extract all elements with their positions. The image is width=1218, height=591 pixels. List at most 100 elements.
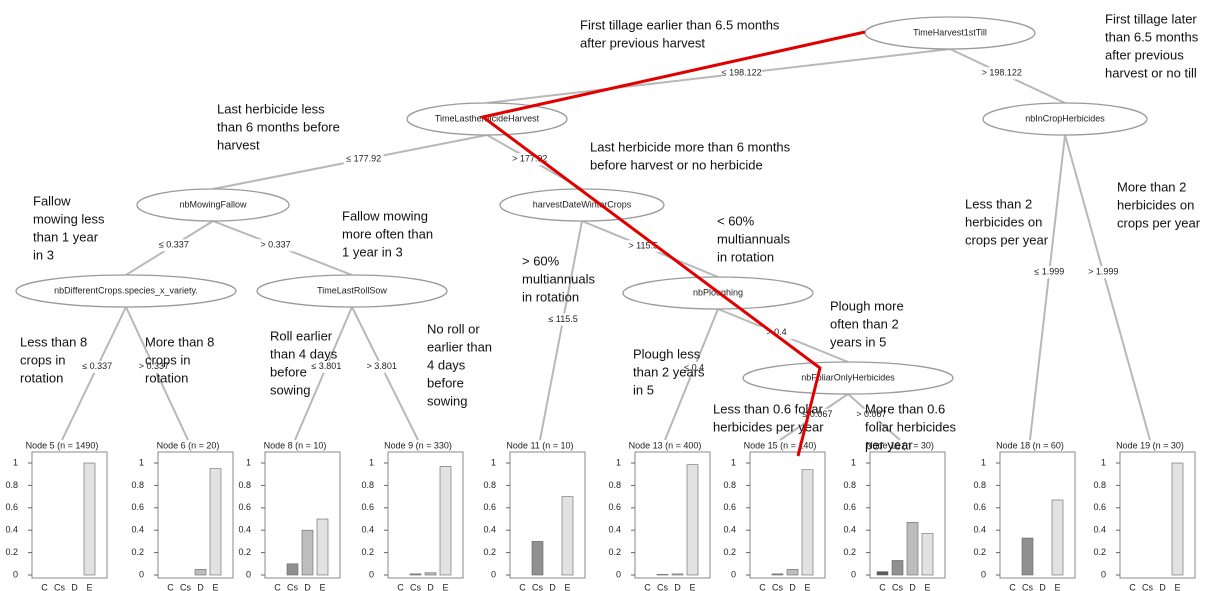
leaf-label: Node 9 (n = 330) <box>384 440 452 450</box>
annotation-line: before harvest or no herbicide <box>590 157 763 172</box>
leaf-frame <box>264 451 341 579</box>
x-tick-label: Cs <box>287 582 298 591</box>
edge-label: > 0.4 <box>766 327 786 337</box>
x-tick-label: Cs <box>54 582 65 591</box>
leaf-frame <box>869 451 946 579</box>
node-label: TimeLastRollSow <box>317 285 387 295</box>
edge <box>1029 134 1066 441</box>
x-tick-label: C <box>879 582 886 591</box>
x-tick-label: C <box>1129 582 1136 591</box>
x-tick-label: C <box>519 582 526 591</box>
annotation-line: often than 2 <box>830 316 899 331</box>
x-tick-label: D <box>909 582 916 591</box>
annotation-line: than 6.5 months <box>1105 29 1199 44</box>
annotation-line: Plough less <box>633 346 701 361</box>
bar <box>876 571 889 576</box>
bar <box>801 469 814 576</box>
y-tick-label: 0.2 <box>973 547 986 557</box>
x-tick-label: Cs <box>1142 582 1153 591</box>
leaf-label: Node 19 (n = 30) <box>1116 440 1184 450</box>
edge-label: > 177.92 <box>512 154 547 164</box>
node-label: nbMowingFallow <box>179 199 247 209</box>
y-tick-label: 0.2 <box>843 547 856 557</box>
y-tick-label: 0.4 <box>1093 525 1106 535</box>
x-tick-label: D <box>1039 582 1046 591</box>
annotation-line: herbicides per year <box>713 419 824 434</box>
annotation-line: than 4 days <box>270 346 338 361</box>
bar <box>686 464 699 576</box>
y-tick-label: 0 <box>1101 569 1106 579</box>
x-tick-label: D <box>197 582 204 591</box>
x-tick-label: E <box>924 582 930 591</box>
annotation-line: in rotation <box>717 249 774 264</box>
annotation-line: harvest <box>217 137 260 152</box>
bar <box>906 522 919 576</box>
edge-label: ≤ 0.067 <box>802 409 832 419</box>
x-tick-label: D <box>427 582 434 591</box>
annotation-line: than 2 years <box>633 364 705 379</box>
annotation-line: 1 year in 3 <box>342 244 403 259</box>
x-tick-label: E <box>319 582 325 591</box>
edge-label-bg <box>851 408 892 421</box>
y-tick-label: 0.2 <box>131 547 144 557</box>
leaves: Node 5 (n = 1490)00.20.40.60.81C Cs D ENode… <box>5 440 1196 591</box>
y-tick-label: 0 <box>731 569 736 579</box>
y-tick-label: 0.4 <box>723 525 736 535</box>
edge-label-bg <box>509 153 550 166</box>
edge-label-bg <box>343 153 384 166</box>
annotation-line: per year <box>865 437 913 452</box>
annotation-line: more often than <box>342 226 433 241</box>
edge-label-bg <box>133 360 174 373</box>
annotation-line: rotation <box>145 370 188 385</box>
edge <box>61 306 127 441</box>
annotation-line: Less than 2 <box>965 196 1032 211</box>
edge-label-bg <box>543 313 584 326</box>
annotation-line: in 5 <box>633 382 654 397</box>
annotation-line: in 3 <box>33 247 54 262</box>
edge-label: ≤ 0.337 <box>159 240 189 250</box>
y-tick-label: 0.6 <box>1093 502 1106 512</box>
edge-label: > 0.067 <box>856 409 886 419</box>
edge-label: > 115.5 <box>628 241 658 251</box>
y-tick-label: 0.6 <box>483 502 496 512</box>
x-tick-label: E <box>86 582 92 591</box>
annotation-line: multiannuals <box>522 271 595 286</box>
leaf-frame <box>157 451 234 579</box>
edge <box>1064 134 1151 441</box>
y-tick-label: 0.8 <box>723 480 736 490</box>
y-tick-label: 0.8 <box>973 480 986 490</box>
annotation-line: Less than 0.6 foliar <box>713 401 824 416</box>
edge <box>539 220 583 441</box>
annotation-line: Last herbicide more than 6 months <box>590 139 791 154</box>
edge <box>664 308 719 441</box>
y-tick-label: 0.2 <box>5 547 18 557</box>
bar <box>316 518 329 576</box>
y-tick-label: 0 <box>616 569 621 579</box>
edge-label-bg <box>981 67 1022 80</box>
x-tick-label: D <box>71 582 78 591</box>
annotation-line: crops per year <box>1117 215 1201 230</box>
y-tick-label: 0.8 <box>131 480 144 490</box>
annotation-line: before <box>427 375 464 390</box>
leaf-frame <box>749 451 826 579</box>
y-tick-label: 0 <box>851 569 856 579</box>
y-tick-label: 0.6 <box>723 502 736 512</box>
x-tick-label: C <box>274 582 281 591</box>
y-tick-label: 0.2 <box>723 547 736 557</box>
edge-label: > 0.337 <box>260 240 290 250</box>
node-label: nbInCropHerbicides <box>1025 113 1105 123</box>
y-tick-label: 0.8 <box>843 480 856 490</box>
annotation-line: in rotation <box>522 289 579 304</box>
y-tick-label: 0 <box>139 569 144 579</box>
annotation-line: than 6 months before <box>217 119 340 134</box>
annotation-line: crops in <box>20 352 66 367</box>
y-tick-label: 1 <box>369 457 374 467</box>
annotation-line: years in 5 <box>830 334 886 349</box>
edge-label: ≤ 177.92 <box>346 154 381 164</box>
y-tick-label: 0.6 <box>131 502 144 512</box>
annotation-line: Fallow <box>33 193 71 208</box>
edge-label-bg <box>306 360 347 373</box>
bar <box>83 462 96 576</box>
leaf-frame <box>387 451 464 579</box>
annotation-line: herbicides on <box>965 214 1042 229</box>
